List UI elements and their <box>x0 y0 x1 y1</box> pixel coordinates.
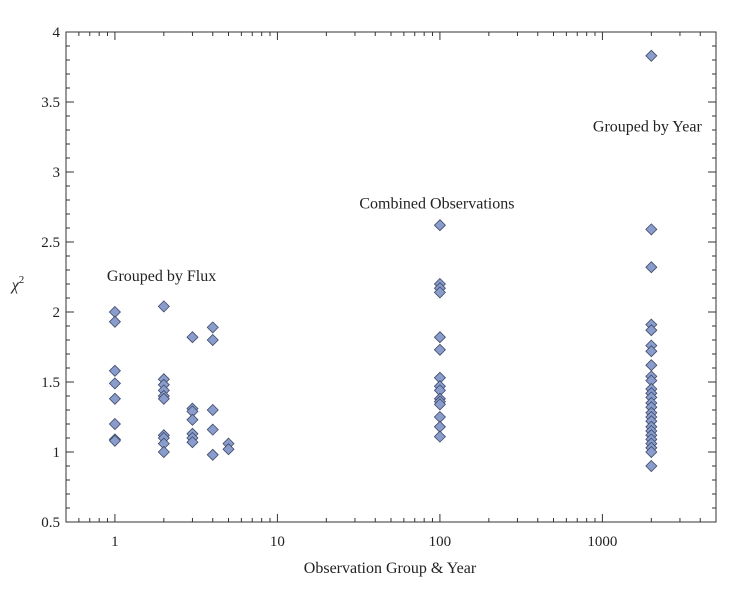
data-point <box>206 321 219 334</box>
chart-annotations: Grouped by Flux Combined Observations Grou… <box>107 118 703 285</box>
data-point <box>222 443 235 456</box>
data-point <box>108 377 121 390</box>
data-point <box>645 223 658 236</box>
x-axis-label: Observation Group & Year <box>304 560 477 577</box>
data-point <box>645 324 658 337</box>
data-point <box>433 343 446 356</box>
data-point <box>433 398 446 411</box>
data-point <box>108 315 121 328</box>
chart-annotation: Grouped by Year <box>593 118 703 135</box>
y-tick-label: 3 <box>53 165 61 181</box>
data-point <box>108 434 121 447</box>
data-points <box>108 49 658 473</box>
data-point <box>433 430 446 443</box>
data-point <box>186 331 199 344</box>
y-tick-label: 2.5 <box>41 235 60 251</box>
y-tick-label: 1.5 <box>41 375 60 391</box>
x-tick-label: 10 <box>270 534 285 550</box>
data-point <box>433 331 446 344</box>
y-tick-label: 3.5 <box>41 95 60 111</box>
y-tick-label: 4 <box>53 25 61 41</box>
y-tick-label: 2 <box>53 305 61 321</box>
data-point <box>645 261 658 274</box>
data-point <box>645 345 658 358</box>
data-point <box>206 403 219 417</box>
data-point <box>108 364 121 377</box>
data-point <box>645 359 658 372</box>
data-point <box>157 300 170 313</box>
data-point <box>433 219 446 232</box>
axis-tick-labels: 1 10 100 1000 0.5 1 1.5 2 2.5 3 3.5 4 <box>41 25 617 550</box>
data-point <box>108 392 121 405</box>
chart-annotation: Grouped by Flux <box>107 268 216 285</box>
data-point <box>157 392 170 405</box>
data-point <box>186 436 199 449</box>
x-tick-label: 1000 <box>587 534 617 550</box>
data-point <box>157 445 170 459</box>
chart-annotation: Combined Observations <box>359 195 514 212</box>
y-axis-label-superscript: 2 <box>19 274 25 286</box>
y-axis-label-base: χ <box>10 277 20 294</box>
data-point <box>186 413 199 426</box>
plot-frame <box>65 31 717 523</box>
data-point <box>645 49 658 62</box>
y-tick-label: 1 <box>53 445 61 461</box>
x-tick-label: 100 <box>429 534 452 550</box>
data-point <box>433 286 446 299</box>
x-tick-label: 1 <box>111 534 119 550</box>
data-point <box>206 333 219 347</box>
data-point <box>108 417 121 431</box>
data-point <box>206 423 219 436</box>
data-point <box>206 448 219 461</box>
y-axis-label: χ2 <box>10 274 25 294</box>
data-point <box>645 459 658 473</box>
y-tick-label: 0.5 <box>41 515 60 531</box>
data-point <box>645 445 658 459</box>
